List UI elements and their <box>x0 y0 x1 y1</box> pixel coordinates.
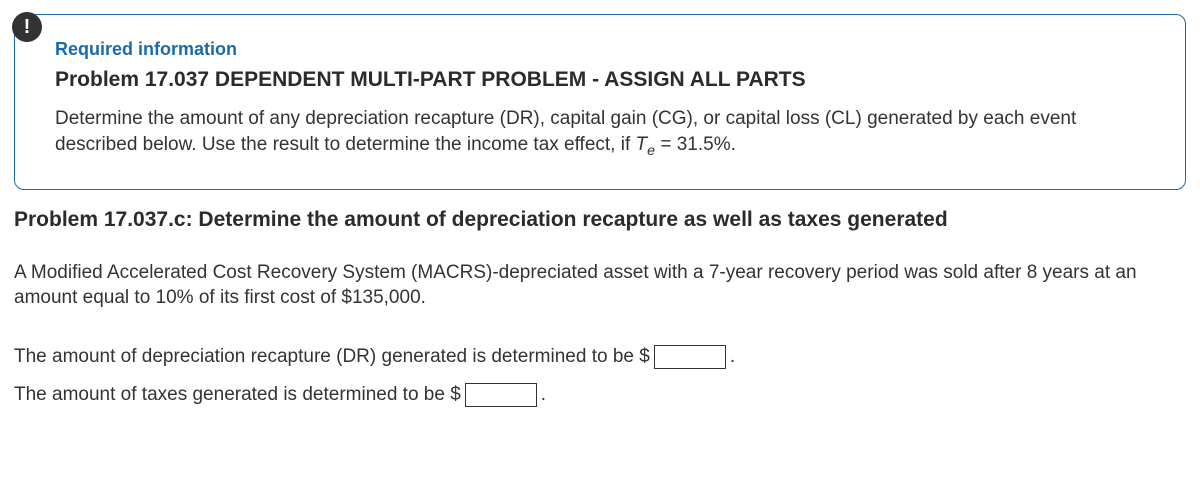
answer-dr-label: The amount of depreciation recapture (DR… <box>14 346 650 368</box>
required-label: Required information <box>55 39 1157 60</box>
required-info-box: ! Required information Problem 17.037 DE… <box>14 14 1186 190</box>
sub-problem-body: A Modified Accelerated Cost Recovery Sys… <box>14 260 1186 311</box>
answer-tax-post: . <box>541 384 546 406</box>
answer-line-dr: The amount of depreciation recapture (DR… <box>14 345 1186 369</box>
sub-problem-title: Problem 17.037.c: Determine the amount o… <box>14 208 1186 232</box>
problem-description: Determine the amount of any depreciation… <box>55 106 1157 161</box>
alert-icon: ! <box>12 12 42 42</box>
answer-line-tax: The amount of taxes generated is determi… <box>14 383 1186 407</box>
answer-dr-post: . <box>730 346 735 368</box>
answer-tax-label: The amount of taxes generated is determi… <box>14 384 461 406</box>
problem-main-title: Problem 17.037 DEPENDENT MULTI-PART PROB… <box>55 68 1157 92</box>
desc-pre: Determine the amount of any depreciation… <box>55 108 1076 155</box>
answer-tax-input[interactable] <box>465 383 537 407</box>
desc-post: = 31.5%. <box>655 134 736 155</box>
answer-dr-input[interactable] <box>654 345 726 369</box>
var-T: T <box>636 134 648 155</box>
var-sub-e: e <box>647 142 655 158</box>
